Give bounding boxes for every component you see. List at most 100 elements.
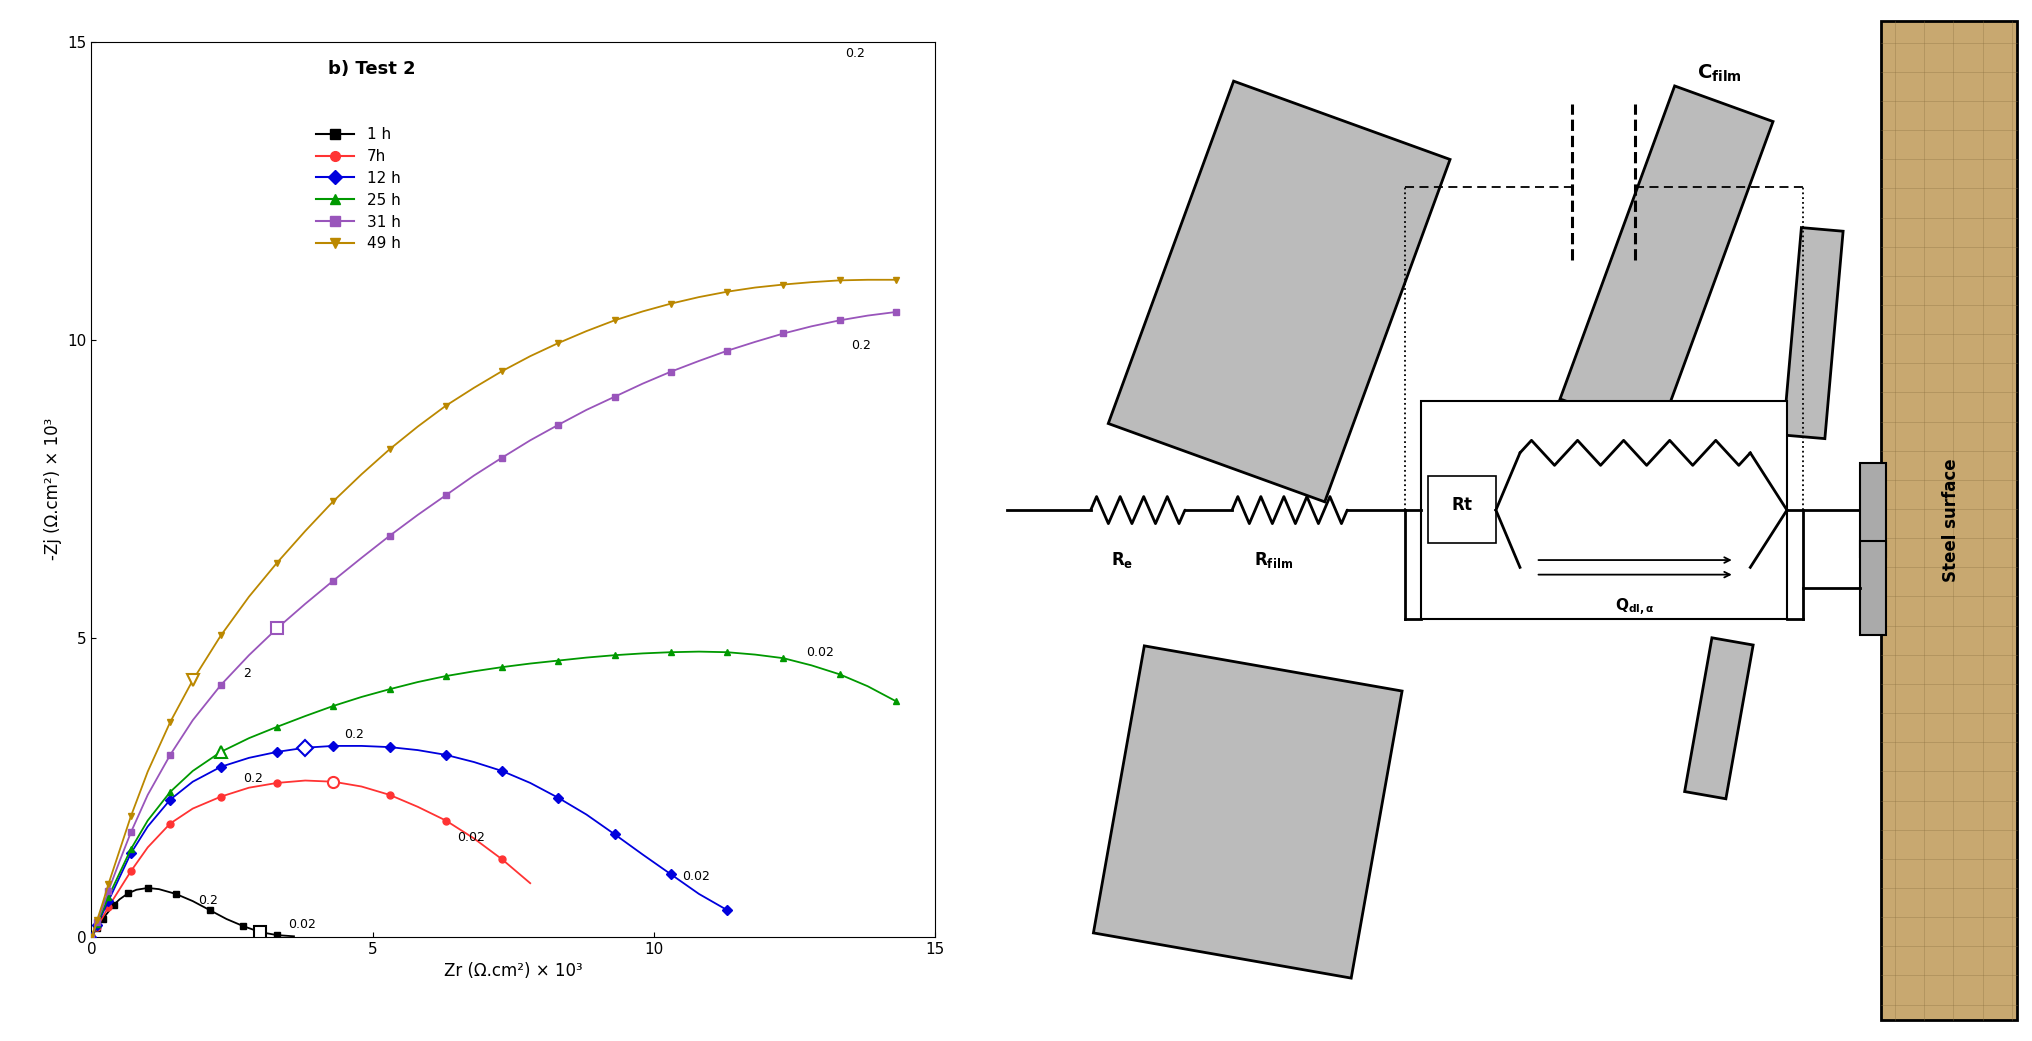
7h [490,853,514,865]
1 h [213,913,238,925]
X-axis label: Zr (Ω.cm²) × 10³: Zr (Ω.cm²) × 10³ [443,962,583,981]
31 h [547,418,571,431]
1 h [146,883,171,895]
12 h [85,919,110,932]
12 h [236,752,260,764]
25 h [236,732,260,744]
1 h [87,917,112,930]
49 h [687,290,711,303]
31 h [404,509,429,522]
12 h [433,748,457,761]
1 h [181,895,205,908]
49 h [490,364,514,377]
31 h [461,469,486,482]
Line: 1 h: 1 h [87,885,297,940]
25 h [79,931,104,943]
12 h [404,744,429,757]
Text: 0.02: 0.02 [289,918,317,931]
25 h [91,905,116,917]
25 h [85,917,110,930]
Line: 7h: 7h [87,777,534,940]
31 h [855,309,880,322]
Text: 0.02: 0.02 [683,870,709,883]
Polygon shape [1685,638,1752,798]
49 h [85,914,110,926]
7h [518,877,543,889]
Polygon shape [1559,86,1772,434]
1 h [91,913,116,925]
1 h [96,906,120,918]
7h [209,790,234,803]
25 h [770,652,795,664]
49 h [518,350,543,362]
49 h [884,274,908,286]
25 h [158,786,183,798]
25 h [573,652,597,664]
31 h [799,320,823,332]
31 h [108,855,132,867]
31 h [321,575,345,587]
49 h [573,325,597,337]
25 h [687,645,711,658]
31 h [630,378,654,390]
25 h [630,648,654,660]
25 h [378,683,402,695]
25 h [181,765,205,778]
7h [91,911,116,923]
7h [378,789,402,802]
25 h [108,867,132,880]
49 h [81,922,106,935]
25 h [799,659,823,671]
Text: 0.02: 0.02 [457,832,486,844]
Line: 49 h: 49 h [87,276,898,940]
25 h [547,655,571,667]
31 h [742,335,766,348]
12 h [96,895,120,908]
31 h [91,900,116,913]
FancyBboxPatch shape [1426,476,1496,543]
31 h [81,923,106,936]
12 h [321,740,345,753]
FancyBboxPatch shape [1859,541,1886,635]
1 h [248,925,272,938]
31 h [158,748,183,761]
25 h [827,668,851,681]
49 h [96,879,120,891]
12 h [181,776,205,788]
7h [461,832,486,844]
12 h [79,931,104,943]
25 h [96,891,120,904]
49 h [91,896,116,909]
49 h [827,274,851,286]
FancyBboxPatch shape [1420,401,1786,619]
7h [79,931,104,943]
FancyBboxPatch shape [1859,463,1886,557]
49 h [855,274,880,286]
25 h [321,700,345,712]
Text: $\mathbf{Rt}$: $\mathbf{Rt}$ [1451,496,1473,514]
25 h [855,680,880,692]
Text: 0.2: 0.2 [244,771,262,785]
31 h [884,306,908,319]
7h [321,776,345,788]
49 h [181,674,205,686]
25 h [209,745,234,758]
25 h [490,661,514,674]
12 h [378,741,402,754]
25 h [118,843,142,856]
Text: Steel surface: Steel surface [1941,459,1959,582]
12 h [264,745,289,758]
31 h [236,649,260,661]
31 h [827,314,851,327]
1 h [116,887,140,899]
25 h [433,669,457,682]
7h [264,777,289,789]
12 h [91,907,116,919]
25 h [715,646,740,659]
Text: 2: 2 [244,667,252,680]
7h [96,900,120,913]
12 h [209,761,234,773]
12 h [81,924,106,937]
25 h [264,720,289,733]
12 h [687,888,711,900]
